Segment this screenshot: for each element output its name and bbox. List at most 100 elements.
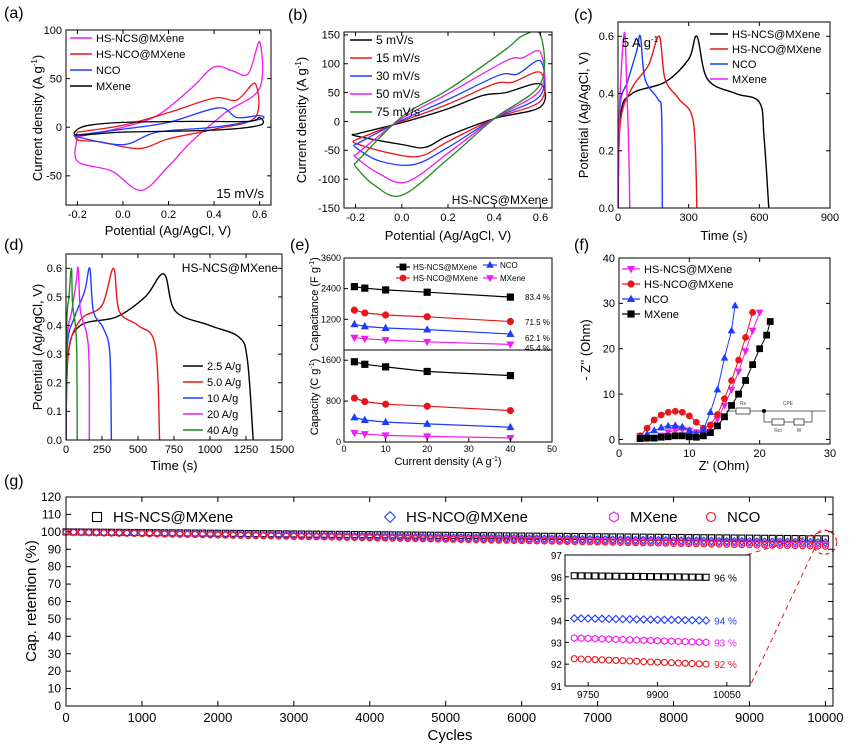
panel-g-point — [745, 534, 754, 542]
panel-g-inset-point — [597, 614, 607, 624]
panel-g-point — [168, 530, 176, 538]
panel-b-xtick-label: 0.6 — [533, 212, 548, 224]
panel-e-legend: HS-NCS@MXene NCO HS-NCO@MXene MXene — [396, 260, 526, 283]
panel-a: (a) -0.2 0.0 0.2 0.4 0.6 -50 0 50 100 Potential … — [4, 5, 272, 238]
panel-f-point — [727, 326, 736, 334]
panel-g-point — [502, 536, 511, 544]
panel-f-point — [707, 421, 714, 429]
panel-g-inset-point — [591, 656, 599, 664]
panel-e-ytick-top-label: 1200 — [321, 314, 341, 324]
panel-g-point — [624, 537, 632, 546]
panel-g-inset-point — [591, 634, 599, 643]
panel-e-capacity-point — [350, 429, 359, 438]
panel-g-xtick-label: 7000 — [583, 710, 612, 725]
panel-g-point — [404, 533, 412, 542]
panel-e-capacitance-point — [361, 309, 369, 317]
panel-e-retention-label: 45.4 % — [525, 344, 550, 353]
panel-f-legend-marker — [627, 280, 635, 288]
panel-d-xtick-label: 1000 — [198, 444, 222, 456]
panel-e-capacitance-point — [423, 288, 431, 296]
panel-g-point — [77, 528, 85, 537]
panel-g-point — [814, 535, 822, 543]
panel-g-point — [419, 533, 427, 542]
panel-g-point — [373, 533, 381, 542]
panel-e-capacity-point — [423, 367, 431, 376]
panel-g-point — [358, 531, 366, 539]
panel-g-point — [783, 541, 791, 550]
panel-g-point — [578, 538, 586, 546]
panel-g-legend-label: NCO — [727, 509, 760, 526]
panel-g-inset-point — [647, 658, 655, 666]
panel-g-point — [237, 531, 245, 540]
panel-g-point — [609, 533, 617, 541]
panel-g-inset-point — [680, 615, 690, 625]
panel-f-legend-label: HS-NCO@MXene — [644, 279, 733, 291]
panel-d-xtick-label: 750 — [165, 444, 183, 456]
panel-f-xtick-label: 0 — [616, 448, 622, 460]
panel-g-inset-point — [584, 655, 592, 663]
panel-g-point — [639, 537, 647, 546]
panel-e-capacitance-point — [350, 319, 359, 328]
panel-g-point — [752, 537, 762, 546]
panel-g-inset-point — [695, 638, 703, 647]
panel-g-inset-point — [695, 573, 703, 581]
panel-g-point — [563, 532, 571, 541]
panel-c-series-line — [618, 35, 698, 208]
panel-b-xtick-label: -0.2 — [346, 212, 365, 224]
panel-g-point — [396, 534, 404, 542]
panel-g-xtick-label: 3000 — [279, 710, 308, 725]
panel-e-legend-marker — [486, 275, 494, 283]
panel-c-letter: (c) — [574, 7, 593, 24]
panel-g-point — [503, 535, 510, 544]
panel-g-point — [548, 532, 556, 540]
panel-f-point — [664, 421, 673, 429]
panel-f-legend-marker — [626, 266, 636, 274]
panel-g-point — [328, 533, 336, 541]
panel-f-ylabel: - Z'' (Ohm) — [578, 319, 593, 380]
panel-g-point — [646, 535, 656, 545]
panel-g-inset-ytick-label: 95 — [551, 595, 563, 606]
panel-g-point — [594, 533, 602, 541]
panel-d-xlabel: Time (s) — [150, 458, 197, 473]
panel-g-point — [609, 538, 617, 546]
panel-e-ytick-bottom-label: 0 — [336, 437, 341, 447]
panel-f-circuit-rs — [735, 407, 751, 415]
panel-a-xtick-label: -0.2 — [68, 209, 87, 221]
panel-g-point — [791, 539, 799, 548]
panel-e-capacitance-point — [381, 323, 390, 331]
panel-e-capacitance-point — [423, 325, 432, 333]
panel-g-point — [798, 537, 808, 547]
panel-g-zoom-connector — [749, 548, 816, 687]
panel-g-point — [518, 537, 526, 545]
panel-d-xtick-label: 250 — [93, 444, 111, 456]
panel-c-ytick-label: 0.2 — [599, 146, 614, 158]
panel-g-point — [366, 534, 374, 542]
panel-f-point — [728, 402, 735, 409]
panel-g-point — [495, 535, 503, 544]
panel-a-letter: (a) — [4, 5, 24, 22]
panel-g-point — [563, 536, 571, 545]
panel-g-inset-point — [681, 573, 689, 581]
panel-g-point — [358, 534, 366, 542]
panel-a-legend-label: HS-NCO@MXene — [96, 49, 185, 61]
panel-f-point — [685, 433, 693, 441]
panel-e-xtick-label: 0 — [341, 444, 346, 454]
panel-a-legend-label: MXene — [96, 81, 131, 93]
panel-g-inset-ytick-label: 96 — [551, 573, 563, 584]
panel-e-ylabel-bottom: Capacity (C g-1) — [309, 359, 321, 436]
panel-f-point — [664, 408, 672, 416]
panel-g-point — [388, 534, 397, 542]
panel-f-circuit-w — [793, 418, 805, 426]
panel-g-point — [472, 532, 480, 540]
panel-g-inset-label: 94 % — [714, 617, 737, 628]
panel-a-ylabel: Current density (A g-1) — [30, 55, 45, 181]
panel-e-capacitance-point — [381, 311, 390, 319]
panel-g-point — [647, 539, 655, 547]
panel-g-point — [616, 537, 624, 545]
panel-g-point — [244, 532, 252, 540]
panel-e-legend-marker — [399, 263, 407, 271]
panel-g-inset-point — [591, 572, 599, 580]
panel-g-inset-point — [660, 573, 668, 581]
panel-g-point — [578, 533, 586, 541]
